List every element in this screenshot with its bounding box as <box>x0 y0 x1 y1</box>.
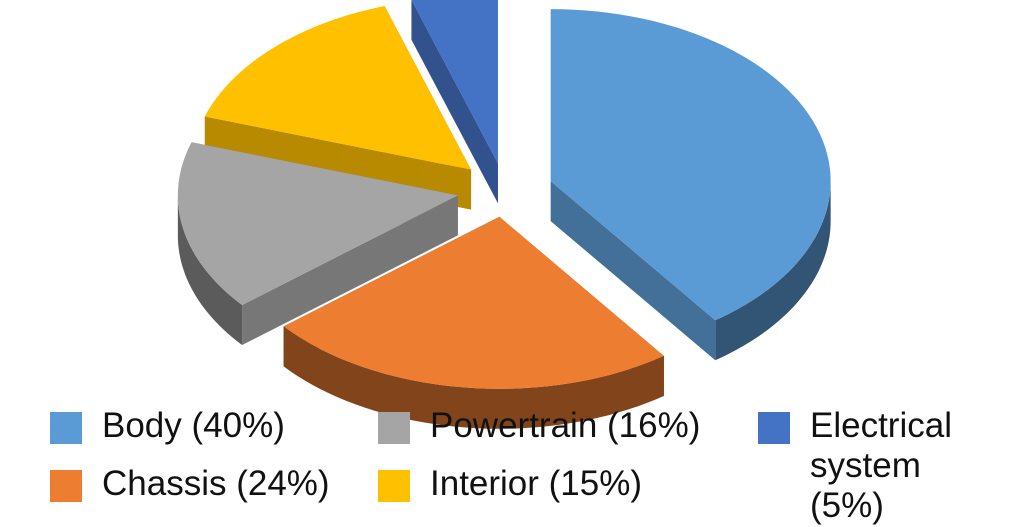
legend-item-chassis: Chassis (24%) <box>50 464 330 504</box>
pie-slice-powertrain <box>177 142 458 346</box>
legend-label-chassis: Chassis (24%) <box>102 464 330 503</box>
pie-slice-rim-body <box>715 181 831 361</box>
legend-label-body: Body (40%) <box>102 406 285 445</box>
legend-swatch-chassis <box>50 470 82 502</box>
legend-swatch-interior <box>378 470 410 502</box>
legend-item-electrical: Electrical system (5%) <box>758 406 1000 526</box>
legend-item-interior: Interior (15%) <box>378 464 642 504</box>
legend-item-body: Body (40%) <box>50 406 285 446</box>
pie-slice-top-body <box>550 9 831 321</box>
pie-slice-top-electrical <box>411 0 498 164</box>
pie-slice-side-electrical <box>411 0 498 204</box>
pie-slice-side-powertrain <box>242 195 458 346</box>
legend-swatch-body <box>50 412 82 444</box>
pie-slice-side-body <box>550 181 716 361</box>
legend-swatch-electrical <box>758 412 790 444</box>
pie-slice-interior <box>204 6 472 210</box>
chart-legend: Body (40%) Chassis (24%) Powertrain (16%… <box>0 402 1033 525</box>
pie-slice-top-interior <box>204 6 472 170</box>
pie-slice-rim-powertrain <box>177 195 243 346</box>
pie-slice-rim-chassis <box>283 326 664 429</box>
pie-slice-body <box>550 9 831 361</box>
pie-slice-top-chassis <box>283 216 664 389</box>
pie-slice-chassis <box>283 216 664 429</box>
pie-slice-top-powertrain <box>177 142 458 306</box>
legend-label-electrical: Electrical system (5%) <box>810 406 952 525</box>
legend-label-powertrain: Powertrain (16%) <box>430 406 701 445</box>
legend-swatch-powertrain <box>378 412 410 444</box>
legend-item-powertrain: Powertrain (16%) <box>378 406 700 446</box>
legend-label-interior: Interior (15%) <box>430 464 643 503</box>
pie-slice-electrical <box>411 0 498 204</box>
